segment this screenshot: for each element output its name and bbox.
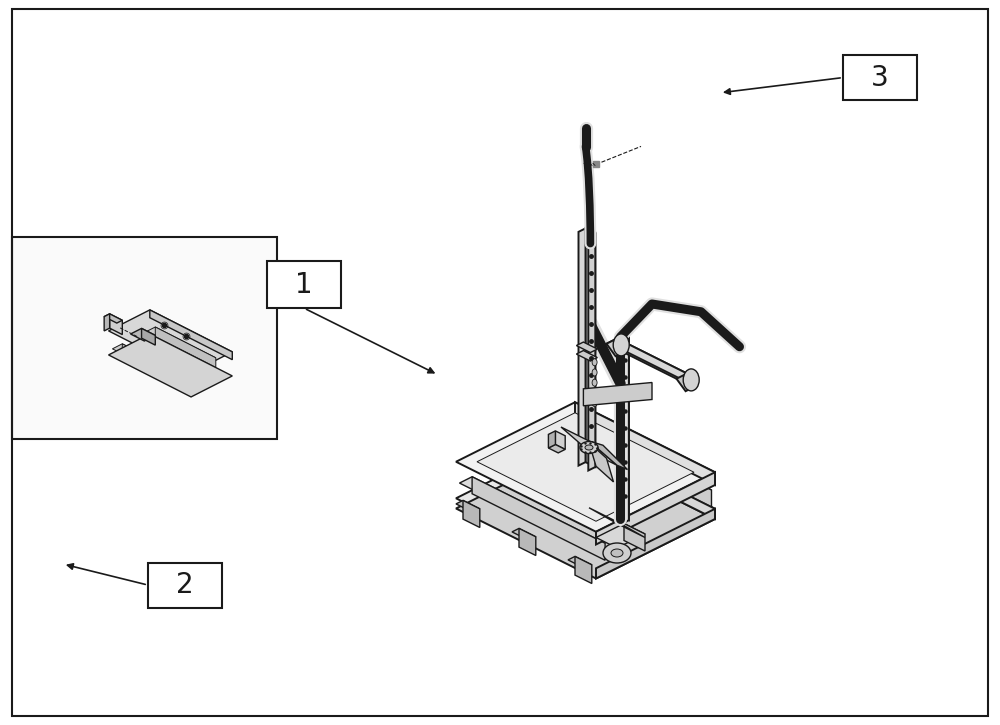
Ellipse shape [611, 549, 623, 557]
Polygon shape [596, 509, 715, 579]
Polygon shape [112, 344, 183, 380]
Ellipse shape [613, 334, 629, 356]
Bar [843, 55, 917, 100]
Polygon shape [456, 402, 715, 531]
Polygon shape [142, 328, 155, 345]
Polygon shape [109, 310, 232, 373]
Polygon shape [548, 444, 565, 453]
Polygon shape [104, 314, 110, 331]
Polygon shape [150, 310, 232, 360]
Polygon shape [575, 556, 592, 584]
Ellipse shape [585, 445, 593, 450]
Polygon shape [110, 314, 122, 334]
Ellipse shape [592, 359, 597, 365]
Polygon shape [617, 339, 695, 386]
Polygon shape [561, 427, 617, 465]
Polygon shape [589, 441, 628, 470]
Polygon shape [596, 523, 645, 548]
Polygon shape [519, 529, 536, 555]
Polygon shape [456, 449, 715, 579]
Ellipse shape [592, 389, 597, 397]
Polygon shape [575, 439, 715, 519]
Polygon shape [104, 314, 122, 323]
Polygon shape [586, 228, 595, 467]
Polygon shape [578, 228, 586, 465]
Polygon shape [460, 477, 605, 550]
Polygon shape [622, 337, 629, 523]
Polygon shape [576, 342, 597, 352]
Polygon shape [568, 556, 592, 568]
Polygon shape [575, 402, 715, 485]
Polygon shape [624, 523, 645, 551]
Polygon shape [583, 383, 652, 406]
Polygon shape [589, 442, 614, 482]
Polygon shape [472, 477, 605, 560]
Bar [267, 261, 341, 308]
Ellipse shape [603, 543, 631, 563]
Polygon shape [477, 413, 694, 521]
Bar [12, 237, 277, 439]
Polygon shape [122, 344, 183, 384]
Ellipse shape [592, 399, 597, 407]
Polygon shape [109, 334, 232, 397]
Text: 2: 2 [176, 571, 194, 599]
Polygon shape [456, 500, 480, 513]
Polygon shape [606, 339, 687, 378]
Polygon shape [463, 500, 480, 528]
Polygon shape [566, 423, 712, 497]
Polygon shape [512, 529, 536, 540]
Polygon shape [619, 333, 629, 521]
Ellipse shape [592, 379, 597, 386]
Polygon shape [578, 423, 712, 507]
Ellipse shape [580, 442, 598, 454]
Polygon shape [606, 339, 625, 356]
Polygon shape [456, 439, 715, 568]
Polygon shape [676, 373, 695, 392]
Polygon shape [145, 327, 216, 362]
Polygon shape [131, 328, 155, 341]
Ellipse shape [592, 369, 597, 376]
Polygon shape [548, 431, 555, 448]
Polygon shape [596, 472, 715, 544]
Text: 1: 1 [295, 270, 313, 299]
Ellipse shape [683, 369, 699, 391]
Polygon shape [155, 327, 216, 368]
Bar [148, 563, 222, 608]
Polygon shape [555, 431, 565, 450]
Polygon shape [576, 351, 597, 361]
Polygon shape [588, 233, 595, 471]
Text: 3: 3 [871, 64, 889, 91]
Polygon shape [589, 507, 645, 537]
